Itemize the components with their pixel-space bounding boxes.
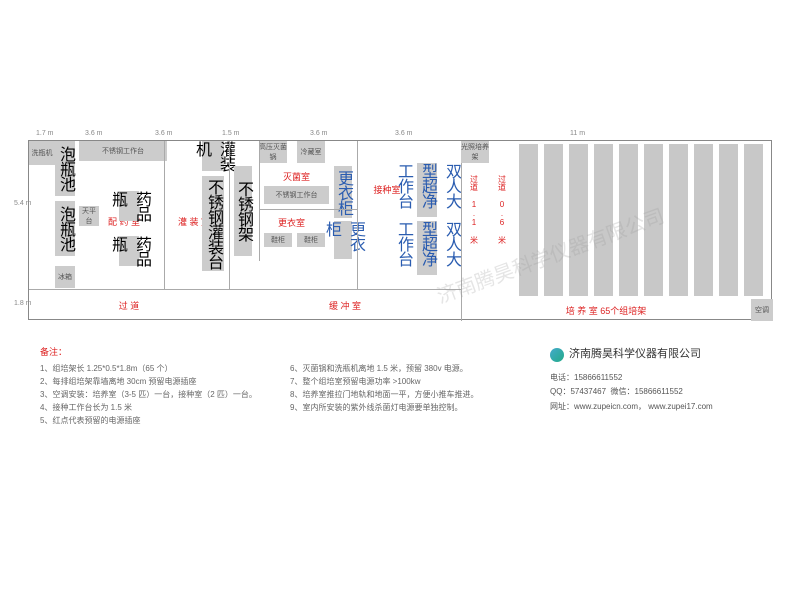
- room-dressing: 更衣室: [264, 213, 319, 231]
- note-4: 4、接种工作台长为 1.5 米: [40, 402, 270, 415]
- rack-9: [719, 144, 738, 296]
- aisle-1: 过道 1.1 米: [463, 169, 485, 249]
- rack-3: [569, 144, 588, 296]
- eq-cold: 冷藏室: [297, 141, 325, 163]
- note-7: 7、整个组培室预留电源功率 >100kw: [290, 376, 520, 389]
- eq-ss-table-2: 不锈钢工作台: [264, 186, 329, 204]
- dim-top-1: 3.6 m: [85, 130, 103, 137]
- note-2: 2、每排组培架靠墙离地 30cm 预留电源插座: [40, 376, 270, 389]
- rack-6: [644, 144, 663, 296]
- company-name: 济南腾昊科学仪器有限公司: [550, 345, 750, 365]
- contact-phone: 电话：15866611552: [550, 371, 750, 385]
- note-9: 9、室内所安装的紫外线杀菌灯电源要单独控制。: [290, 402, 520, 415]
- note-3: 3、空调安装：培养室（3-5 匹）一台，接种室（2 匹）一台。: [40, 389, 270, 402]
- eq-ss-fill-table: 不锈钢灌装台: [202, 176, 224, 271]
- rack-1: [519, 144, 538, 296]
- contact-block: 济南腾昊科学仪器有限公司 电话：15866611552 QQ：57437467 …: [550, 345, 750, 414]
- eq-fridge: 冰箱: [55, 266, 75, 288]
- room-corridor: 过 道: [29, 289, 229, 321]
- note-6: 6、灭菌锅和洗瓶机离地 1.5 米，预留 380v 电源。: [290, 363, 520, 376]
- room-culture-block: 光照培养架 过道 1.1 米 过道 0.6 米 培 养 室 65个组培架 空调: [461, 141, 773, 321]
- eq-ac: 空调: [751, 299, 773, 321]
- mid-block: 不锈钢架 高压灭菌锅 灭菌室 不锈钢工作台 冷藏室 更衣室 鞋柜 鞋柜 更衣柜 …: [229, 141, 461, 321]
- aisle-2: 过道 0.6 米: [493, 169, 511, 249]
- logo-icon: [550, 348, 564, 362]
- note-5: 5、红点代表预留的电源插座: [40, 415, 270, 428]
- eq-fill-machine: 灌装机: [202, 141, 224, 171]
- dim-top-8: 11 m: [570, 130, 585, 137]
- rack-10: [744, 144, 763, 296]
- floorplan-container: 洗瓶机 泡瓶池 泡瓶池 不锈钢工作台 天平台 配 药 室 药品瓶 药品瓶 冰箱 …: [28, 140, 772, 320]
- dim-top-3: 1.5 m: [222, 130, 240, 137]
- rack-7: [669, 144, 688, 296]
- eq-rinse-2: 泡瓶池: [55, 201, 75, 256]
- eq-shoe-1: 鞋柜: [264, 233, 292, 247]
- note-8: 8、培养室推拉门地轨和地面一平，方便小推车推进。: [290, 389, 520, 402]
- contact-qq: QQ：57437467 微信：15866611552: [550, 385, 750, 399]
- eq-ss-rack: 不锈钢架: [234, 166, 252, 256]
- dim-top-7: 3.6 m: [395, 130, 413, 137]
- dim-top-2: 3.6 m: [155, 130, 173, 137]
- room-culture-label: 培 养 室 65个组培架: [461, 299, 751, 321]
- note-1: 1、组培架长 1.25*0.5*1.8m（65 个）: [40, 363, 270, 376]
- rack-5: [619, 144, 638, 296]
- eq-ss-table-1: 不锈钢工作台: [79, 141, 167, 161]
- eq-wardrobe-2: 更衣柜: [334, 221, 352, 259]
- rack-8: [694, 144, 713, 296]
- notes-title: 备注：: [40, 345, 520, 359]
- eq-light-rack: 光照培养架: [461, 141, 489, 163]
- eq-drug-1: 药品瓶: [119, 191, 139, 221]
- eq-washer: 洗瓶机: [29, 141, 55, 165]
- eq-wardrobe-1: 更衣柜: [334, 166, 352, 218]
- notes-block: 备注： 1、组培架长 1.25*0.5*1.8m（65 个） 2、每排组培架靠墙…: [40, 345, 520, 427]
- contact-web: 网址：www.zupeicn.com， www.zupei17.com: [550, 400, 750, 414]
- room-buffer: 缓 冲 室: [229, 289, 461, 321]
- dim-top-5: 3.6 m: [310, 130, 328, 137]
- eq-autoclave: 高压灭菌锅: [259, 141, 287, 163]
- eq-clean-2: 双人大型超净工作台: [417, 221, 437, 275]
- eq-rinse-1: 泡瓶池: [55, 141, 75, 196]
- room-steril: 灭菌室: [269, 166, 324, 186]
- eq-drug-2: 药品瓶: [119, 236, 139, 266]
- dim-top-0: 1.7 m: [36, 130, 54, 137]
- notes-list: 1、组培架长 1.25*0.5*1.8m（65 个） 2、每排组培架靠墙离地 3…: [40, 363, 520, 427]
- rack-2: [544, 144, 563, 296]
- rack-4: [594, 144, 613, 296]
- wall-1: [164, 141, 165, 289]
- eq-clean-1: 双人大型超净工作台: [417, 163, 437, 217]
